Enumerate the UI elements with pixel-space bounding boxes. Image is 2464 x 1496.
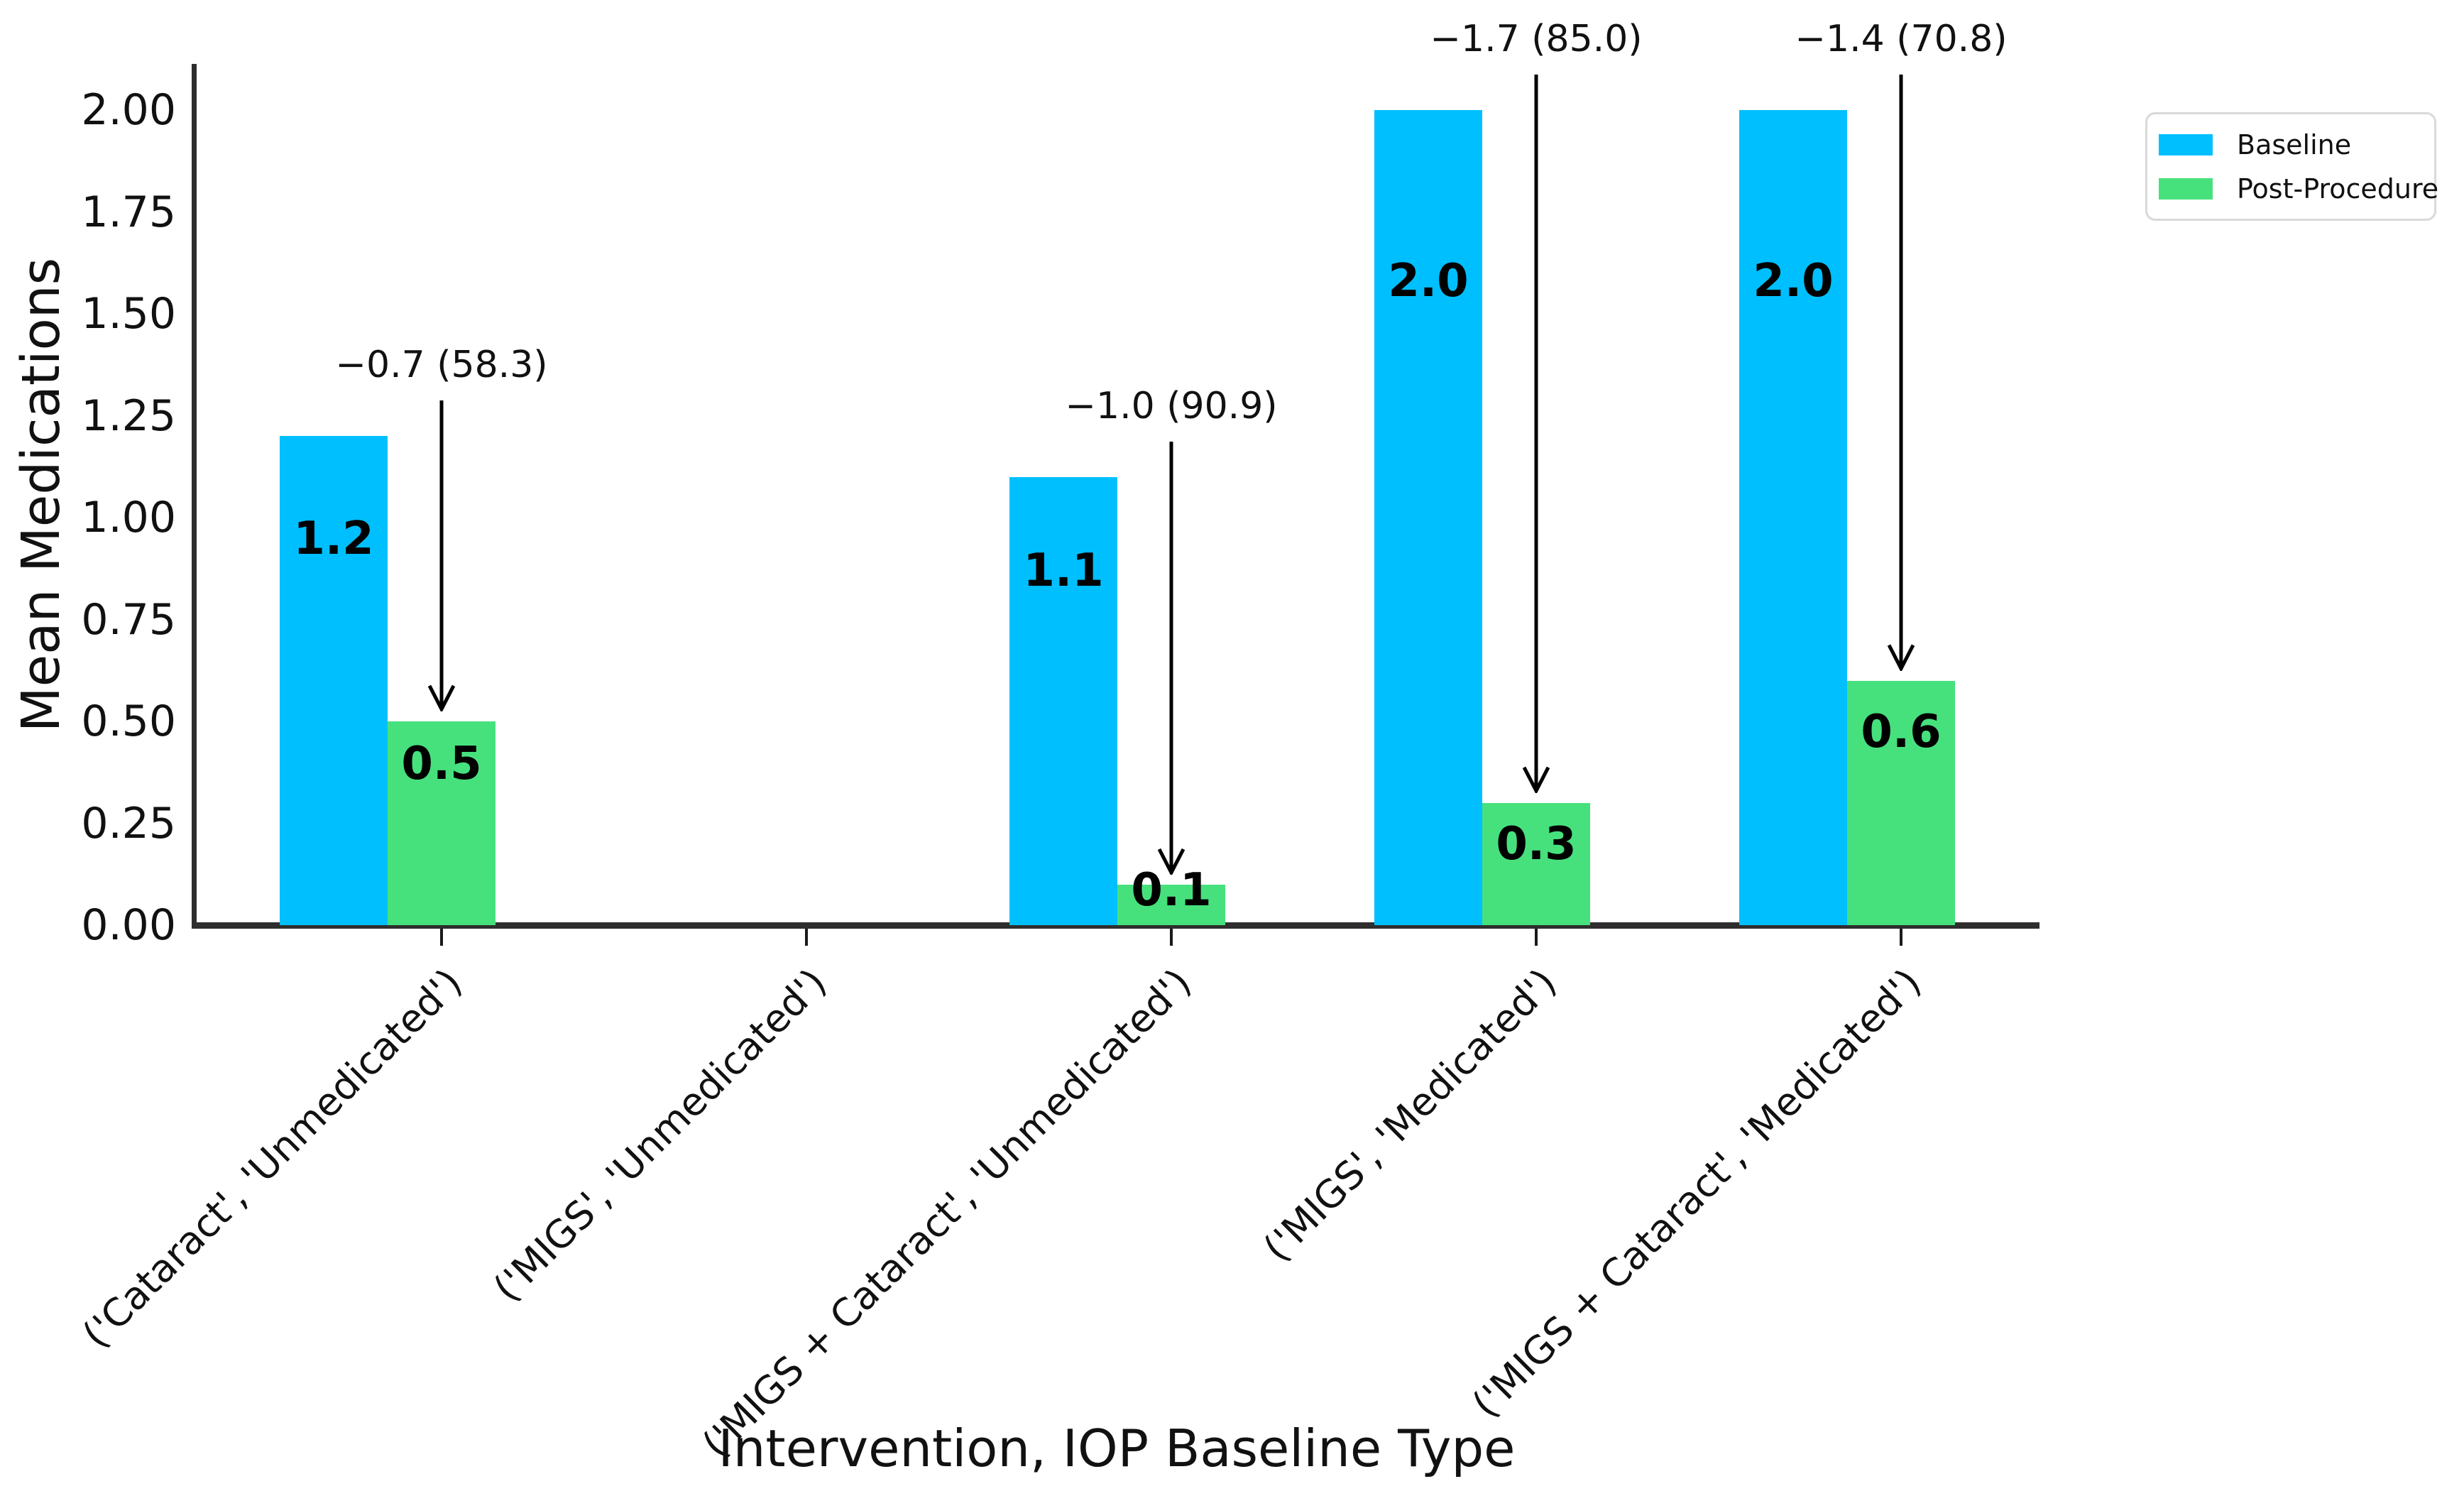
post-procedure-bar (1847, 680, 1955, 925)
annotation-arrow (1887, 75, 1915, 671)
baseline-bar (1374, 110, 1482, 925)
y-axis-line (192, 64, 197, 929)
x-tick-label: ('MIGS + Cataract', 'Medicated') (1463, 960, 1930, 1426)
bar-value-label: 0.3 (1496, 817, 1577, 870)
x-tick-label: ('Cataract', 'Unmedicated') (73, 960, 471, 1357)
y-tick-label: 0.25 (81, 798, 176, 848)
bar-value-label: 1.1 (1023, 545, 1104, 598)
x-tick-mark (1535, 929, 1538, 946)
y-tick-label: 1.75 (81, 187, 176, 237)
legend-label-baseline: Baseline (2237, 129, 2352, 160)
annotation-text: −1.0 (90.9) (1065, 384, 1278, 427)
post-procedure-color-swatch (2159, 178, 2213, 200)
annotation-arrow (427, 400, 456, 711)
annotation-text: −0.7 (58.3) (335, 344, 548, 387)
legend: Baseline Post-Procedure (2145, 112, 2438, 221)
x-tick-mark (1170, 929, 1173, 946)
x-tick-mark (1900, 929, 1902, 946)
post-procedure-bar (388, 721, 495, 925)
y-tick-label: 0.75 (81, 594, 176, 645)
legend-entry-baseline: Baseline (2159, 131, 2434, 159)
bar-value-label: 0.6 (1861, 705, 1942, 758)
x-axis-title: Intervention, IOP Baseline Type (718, 1419, 1516, 1478)
x-tick-label: ('MIGS', 'Medicated') (1254, 960, 1565, 1271)
x-tick-label: ('MIGS', 'Unmedicated') (485, 960, 836, 1311)
baseline-bar (280, 436, 388, 925)
x-tick-mark (440, 929, 443, 946)
baseline-color-swatch (2159, 133, 2213, 155)
x-tick-mark (805, 929, 808, 946)
legend-entry-post-procedure: Post-Procedure (2159, 175, 2438, 203)
y-tick-label: 1.00 (81, 493, 176, 542)
y-tick-label: 0.00 (81, 900, 176, 950)
baseline-bar (1009, 476, 1117, 925)
post-procedure-bar (1117, 884, 1225, 925)
bar-value-label: 0.5 (401, 738, 482, 791)
annotation-text: −1.7 (85.0) (1430, 18, 1643, 60)
y-tick-label: 1.50 (81, 289, 176, 339)
annotation-arrow (1157, 441, 1186, 875)
annotation-text: −1.4 (70.8) (1795, 18, 2008, 60)
post-procedure-bar (1482, 802, 1590, 925)
y-tick-label: 2.00 (81, 85, 176, 135)
bar-value-label: 2.0 (1388, 255, 1469, 308)
bar-value-label: 1.2 (293, 512, 374, 565)
annotation-arrow (1522, 75, 1550, 793)
baseline-bar (1739, 110, 1847, 925)
legend-label-post-procedure: Post-Procedure (2237, 173, 2439, 204)
y-tick-label: 1.25 (81, 391, 176, 441)
y-tick-label: 0.50 (81, 697, 176, 746)
x-axis-line (192, 922, 2039, 929)
bar-value-label: 2.0 (1753, 255, 1834, 308)
